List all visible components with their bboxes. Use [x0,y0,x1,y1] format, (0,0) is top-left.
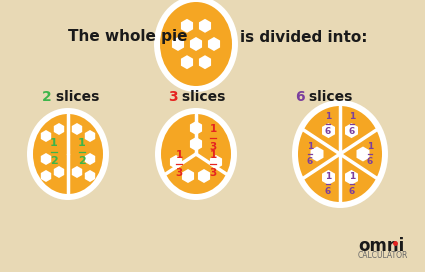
Text: CALCULATOR: CALCULATOR [358,252,408,261]
Text: The whole pie: The whole pie [68,29,187,45]
Text: slices: slices [51,90,99,104]
Text: 6: 6 [349,187,355,196]
Text: 1: 1 [78,138,86,148]
Text: 1: 1 [50,138,58,148]
Text: slices: slices [304,90,352,104]
Polygon shape [208,37,220,51]
Text: 1: 1 [176,150,183,160]
Ellipse shape [27,108,109,200]
Text: 6: 6 [307,157,313,166]
Text: 1: 1 [210,150,217,160]
Polygon shape [72,123,82,135]
Text: 1: 1 [325,172,331,181]
Polygon shape [72,166,82,178]
Polygon shape [322,170,335,185]
Text: 1: 1 [349,172,355,181]
Polygon shape [85,153,95,165]
Polygon shape [85,130,95,142]
Polygon shape [345,170,358,185]
Ellipse shape [292,100,388,208]
Ellipse shape [161,114,231,194]
Text: 3: 3 [210,142,217,152]
Text: 6: 6 [295,90,305,104]
Polygon shape [190,37,202,51]
Ellipse shape [155,108,237,200]
Polygon shape [54,166,64,178]
Polygon shape [181,19,193,33]
Text: 1: 1 [367,142,373,151]
Polygon shape [41,130,51,142]
Text: 3: 3 [210,168,217,178]
Polygon shape [190,121,202,135]
Text: 6: 6 [349,127,355,136]
Polygon shape [172,37,184,51]
Text: 1: 1 [325,112,331,120]
Polygon shape [190,137,202,151]
Polygon shape [210,155,222,169]
Text: 6: 6 [367,157,373,166]
Polygon shape [322,123,335,138]
Ellipse shape [298,106,382,202]
Polygon shape [41,153,51,165]
Polygon shape [41,170,51,182]
Text: 3: 3 [176,168,183,178]
Ellipse shape [33,114,103,194]
Text: is divided into:: is divided into: [240,29,368,45]
Ellipse shape [160,2,232,86]
Polygon shape [85,170,95,182]
Text: slices: slices [177,90,225,104]
Polygon shape [345,123,358,138]
Text: 1: 1 [210,124,217,134]
Polygon shape [182,169,194,183]
Text: 2: 2 [78,156,86,166]
Text: 6: 6 [325,127,331,136]
Polygon shape [199,55,211,69]
Text: omni: omni [358,237,404,255]
Polygon shape [54,123,64,135]
Text: 1: 1 [349,112,355,120]
Text: 1: 1 [307,142,313,151]
Polygon shape [199,19,211,33]
Text: 2: 2 [42,90,52,104]
Polygon shape [170,155,182,169]
Polygon shape [181,55,193,69]
Polygon shape [198,169,210,183]
Polygon shape [357,147,369,162]
Polygon shape [311,147,323,162]
Ellipse shape [154,0,238,92]
Text: 2: 2 [50,156,58,166]
Text: 6: 6 [325,187,331,196]
Text: 3: 3 [168,90,178,104]
